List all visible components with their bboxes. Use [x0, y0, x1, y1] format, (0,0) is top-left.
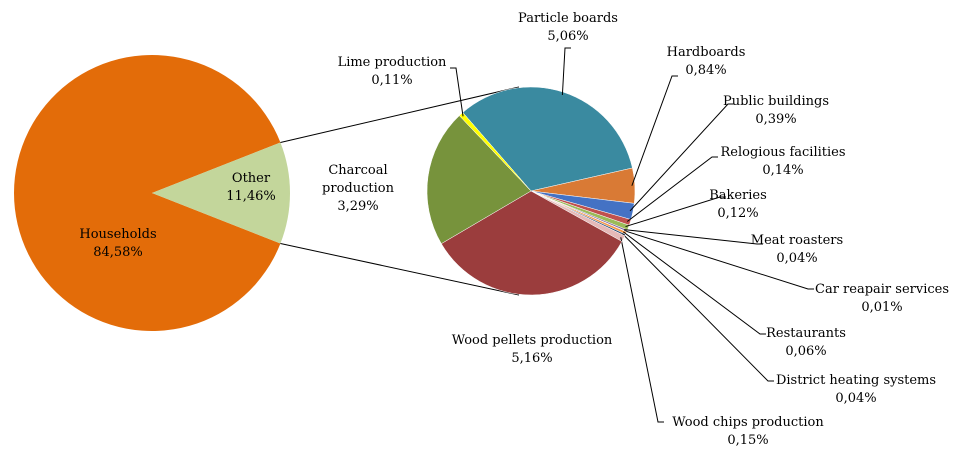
slice-label: Lime production 0,11%: [338, 54, 447, 90]
leader-line: [629, 103, 734, 212]
value-label: 0,04%: [776, 251, 818, 266]
category-label: Hardboards: [666, 45, 746, 60]
slice-label: Wood pellets production 5,16%: [452, 332, 613, 368]
slice-label: Charcoal production 3,29%: [313, 162, 403, 216]
leader-line: [626, 156, 718, 222]
slice-label: Restaurants 0,06%: [766, 325, 846, 361]
slice-label: Bakeries 0,12%: [709, 187, 767, 223]
value-label: 0,06%: [785, 344, 827, 359]
leader-line: [624, 229, 763, 245]
value-label: 5,06%: [547, 29, 589, 44]
value-label: 0,12%: [717, 206, 759, 221]
slice-label: Relogious facilities 0,14%: [720, 144, 845, 180]
slice-label: Public buildings 0,39%: [723, 93, 829, 129]
pie-slice: [14, 55, 281, 331]
leader-line: [623, 231, 766, 335]
category-label: Meat roasters: [750, 233, 844, 248]
slice-label: Meat roasters 0,04%: [751, 232, 843, 268]
slice-label: Hardboards 0,84%: [667, 44, 746, 80]
leader-line: [631, 75, 678, 186]
leader-line: [622, 233, 774, 382]
value-label: 0,11%: [371, 73, 413, 88]
value-label: 0,15%: [727, 433, 769, 448]
connector-line: [280, 243, 520, 296]
leader-line: [623, 230, 814, 290]
value-label: 0,84%: [685, 63, 727, 78]
value-label: 5,16%: [511, 351, 553, 366]
value-label: 0,04%: [835, 391, 877, 406]
category-label: Car reapair services: [814, 282, 950, 297]
category-label: Lime production: [337, 55, 447, 70]
value-label: 84,58%: [93, 245, 143, 260]
category-label: Public buildings: [722, 94, 830, 109]
category-label: Bakeries: [709, 188, 767, 203]
pie-slice: [462, 86, 633, 192]
leader-line: [561, 47, 571, 96]
pie-slice: [152, 142, 290, 244]
value-label: 0,39%: [755, 112, 797, 127]
value-label: 11,46%: [226, 189, 276, 204]
value-label: 3,29%: [337, 199, 379, 214]
slice-label: Particle boards 5,06%: [518, 10, 618, 46]
slice-label: Other 11,46%: [226, 170, 276, 206]
category-label: District heating systems: [775, 373, 937, 388]
category-label: Households: [79, 227, 157, 242]
value-label: 0,01%: [861, 300, 903, 315]
value-label: 0,14%: [762, 163, 804, 178]
leader-line: [620, 237, 664, 423]
category-label: Wood chips production: [672, 415, 824, 430]
category-label: Particle boards: [518, 11, 618, 26]
category-label: Restaurants: [766, 326, 846, 341]
slice-label: Households 84,58%: [79, 226, 156, 262]
slice-label: Car reapair services 0,01%: [815, 281, 949, 317]
category-label: Relogious facilities: [720, 145, 846, 160]
slice-label: District heating systems 0,04%: [776, 372, 936, 408]
slice-label: Wood chips production 0,15%: [672, 414, 823, 449]
leader-line: [625, 196, 726, 228]
category-label: Wood pellets production: [451, 333, 613, 348]
pie-slice: [426, 115, 532, 245]
category-label: Charcoal production: [322, 163, 394, 196]
leader-line: [450, 67, 464, 117]
pie-slice: [440, 190, 623, 296]
category-label: Other: [231, 171, 271, 186]
connector-line: [280, 86, 520, 143]
